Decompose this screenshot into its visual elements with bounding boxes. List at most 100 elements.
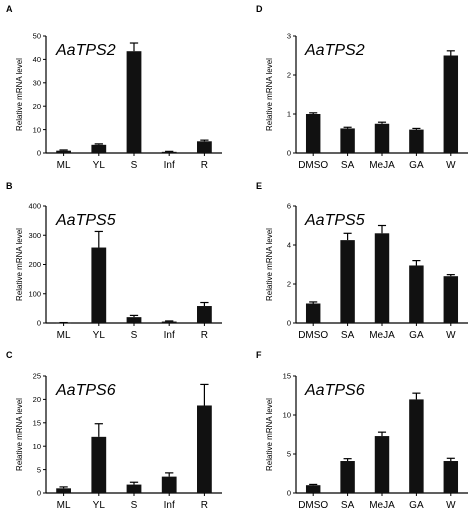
- x-tick-label: YL: [93, 500, 106, 510]
- bar-yl: [91, 436, 107, 493]
- panel-letter: C: [6, 350, 13, 360]
- gene-title: AaTPS5: [55, 212, 116, 229]
- x-tick-label: DMSO: [298, 500, 328, 510]
- x-tick-label: MeJA: [369, 330, 395, 341]
- y-tick-label: 20: [33, 102, 41, 111]
- y-tick-label: 10: [33, 442, 41, 451]
- bar-ga: [409, 129, 424, 153]
- y-tick-label: 300: [28, 231, 41, 240]
- bar-r: [197, 405, 212, 493]
- y-tick-label: 6: [287, 202, 291, 211]
- bar-sa: [340, 240, 355, 323]
- y-tick-label: 40: [33, 55, 41, 64]
- x-tick-label: GA: [409, 330, 424, 341]
- y-tick-label: 0: [37, 319, 41, 328]
- bar-dmso: [305, 303, 321, 323]
- bar-yl: [91, 144, 107, 153]
- x-tick-label: MeJA: [369, 500, 395, 510]
- bar-ga: [409, 399, 424, 493]
- y-tick-label: 15: [283, 372, 291, 381]
- panel-a: A AaTPS2 Relative mRNA level 0 10 20 30 40 50 ML Y…: [6, 4, 222, 171]
- y-tick-label: 50: [33, 32, 41, 41]
- x-tick-label: GA: [409, 160, 424, 171]
- bar-s: [126, 51, 142, 153]
- bar-w: [443, 461, 459, 493]
- x-tick-label: R: [201, 500, 208, 510]
- bar-ga: [409, 265, 424, 323]
- panel-e: E AaTPS5 Relative mRNA level 0 2 4 6 DMSO SA MeJA…: [256, 181, 468, 341]
- bar-r: [197, 141, 212, 153]
- panel-d: D AaTPS2 Relative mRNA level 0 1 2 3 DMSO SA MeJA…: [256, 4, 468, 171]
- x-tick-label: MeJA: [369, 160, 395, 171]
- x-tick-label: R: [201, 160, 208, 171]
- y-tick-label: 25: [33, 372, 41, 381]
- y-tick-label: 0: [287, 319, 291, 328]
- y-axis-label: Relative mRNA level: [15, 58, 24, 131]
- gene-title: AaTPS6: [55, 382, 116, 399]
- bar-s: [126, 317, 142, 323]
- x-tick-label: SA: [341, 330, 355, 341]
- x-tick-label: DMSO: [298, 330, 328, 341]
- panel-letter: E: [256, 181, 262, 191]
- y-tick-label: 15: [33, 419, 41, 428]
- panel-letter: D: [256, 4, 263, 14]
- y-tick-label: 20: [33, 395, 41, 404]
- bar-w: [443, 276, 459, 323]
- x-tick-label: ML: [57, 160, 71, 171]
- gene-title: AaTPS5: [304, 212, 365, 229]
- y-axis-label: Relative mRNA level: [15, 228, 24, 301]
- bar-inf: [161, 476, 177, 493]
- bar-meja: [374, 436, 390, 493]
- x-tick-label: SA: [341, 160, 355, 171]
- y-tick-label: 30: [33, 79, 41, 88]
- y-tick-label: 0: [37, 149, 41, 158]
- y-axis-label: Relative mRNA level: [265, 398, 274, 471]
- bar-r: [197, 306, 212, 323]
- y-axis-label: Relative mRNA level: [265, 228, 274, 301]
- panel-c: C AaTPS6 Relative mRNA level 0 5 10 15 20 25 ML YL…: [6, 350, 222, 510]
- bar-dmso: [305, 114, 321, 153]
- x-tick-label: S: [131, 160, 138, 171]
- y-tick-label: 200: [28, 260, 41, 269]
- x-tick-label: YL: [93, 160, 106, 171]
- bar-inf: [161, 321, 177, 323]
- bar-sa: [340, 461, 355, 493]
- y-tick-label: 2: [287, 280, 291, 289]
- panel-letter: A: [6, 4, 13, 14]
- x-tick-label: Inf: [164, 160, 175, 171]
- y-tick-label: 2: [287, 71, 291, 80]
- bar-meja: [374, 233, 390, 323]
- bar-w: [443, 55, 459, 153]
- y-tick-label: 5: [287, 450, 291, 459]
- y-tick-label: 0: [287, 489, 291, 498]
- bar-yl: [91, 247, 107, 323]
- x-tick-label: W: [446, 160, 456, 171]
- y-tick-label: 3: [287, 32, 291, 41]
- y-tick-label: 0: [37, 489, 41, 498]
- x-tick-label: DMSO: [298, 160, 328, 171]
- x-tick-label: ML: [57, 330, 71, 341]
- bar-meja: [374, 123, 390, 153]
- panel-letter: B: [6, 181, 13, 191]
- y-axis-label: Relative mRNA level: [265, 58, 274, 131]
- x-tick-label: W: [446, 330, 456, 341]
- y-axis-label: Relative mRNA level: [15, 398, 24, 471]
- y-tick-label: 400: [28, 202, 41, 211]
- bar-dmso: [305, 485, 321, 493]
- y-tick-label: 4: [287, 241, 291, 250]
- x-tick-label: SA: [341, 500, 355, 510]
- bar-inf: [161, 151, 177, 153]
- y-tick-label: 5: [37, 465, 41, 474]
- bar-sa: [340, 128, 355, 153]
- x-tick-label: W: [446, 500, 456, 510]
- gene-title: AaTPS2: [55, 42, 116, 59]
- x-tick-label: YL: [93, 330, 106, 341]
- panel-b: B AaTPS5 Relative mRNA level 0 100 200 300 400 M…: [6, 181, 222, 341]
- x-tick-label: Inf: [164, 330, 175, 341]
- bar-s: [126, 484, 142, 493]
- x-tick-label: Inf: [164, 500, 175, 510]
- bar-ml: [56, 150, 71, 153]
- y-tick-label: 1: [287, 110, 291, 119]
- bar-ml: [56, 488, 71, 493]
